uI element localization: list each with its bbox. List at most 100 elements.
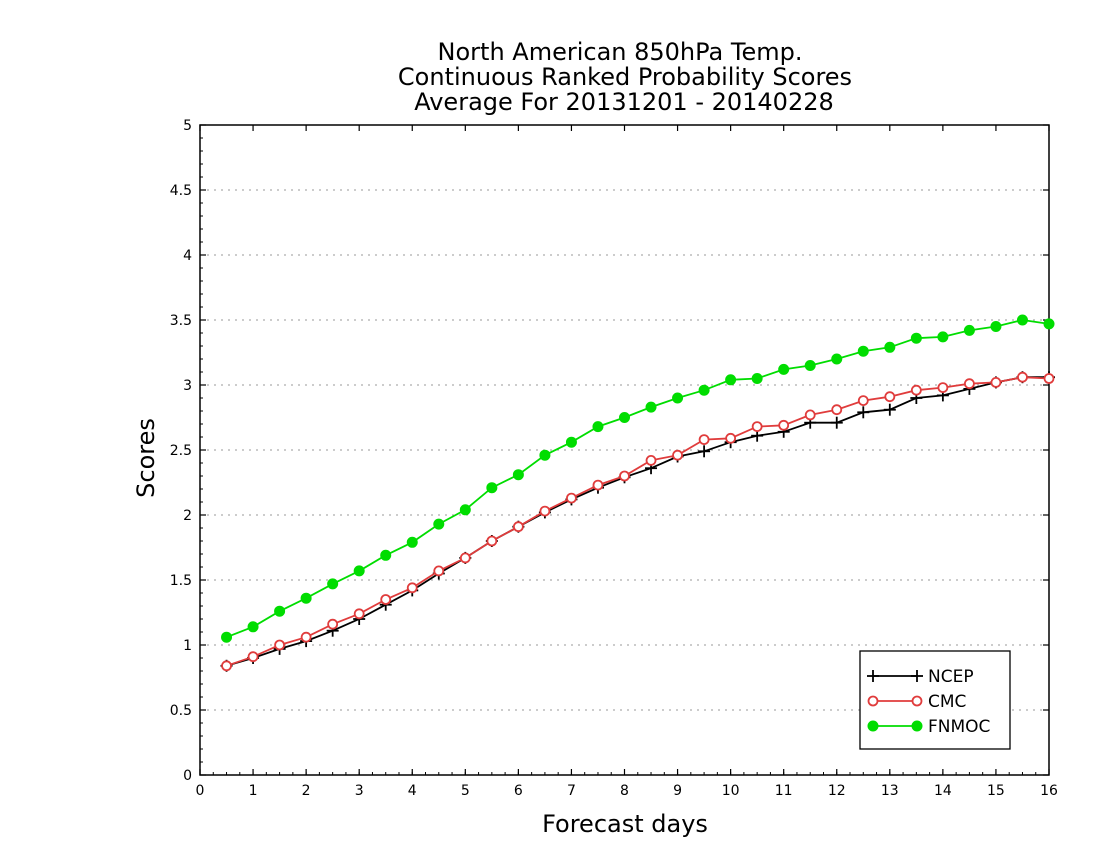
y-tick-label: 4	[183, 248, 192, 264]
x-tick-label: 4	[408, 783, 417, 799]
point-cmc	[433, 565, 445, 577]
x-tick-label: 16	[1040, 783, 1058, 799]
x-tick-label: 12	[828, 783, 846, 799]
legend-label-ncep: NCEP	[928, 667, 974, 687]
legend-marker-cmc	[911, 695, 923, 707]
point-cmc	[804, 409, 816, 421]
point-cmc	[512, 521, 524, 533]
series-line-fnmoc	[226, 319, 1050, 639]
point-fnmoc	[1043, 318, 1055, 330]
point-cmc	[725, 432, 737, 444]
x-tick-label: 3	[355, 783, 364, 799]
series-ncep	[220, 371, 1055, 672]
point-fnmoc	[486, 482, 498, 494]
legend-marker-ncep	[867, 670, 879, 682]
point-ncep	[857, 406, 870, 419]
point-fnmoc	[1016, 314, 1028, 326]
legend-label-cmc: CMC	[928, 692, 966, 712]
point-cmc	[645, 454, 657, 466]
point-cmc	[353, 608, 365, 620]
legend-marker-fnmoc	[911, 720, 923, 732]
y-tick-label: 4.5	[170, 183, 192, 199]
legend-box	[859, 650, 1011, 750]
point-fnmoc	[565, 436, 577, 448]
point-cmc	[672, 449, 683, 461]
point-cmc	[937, 382, 949, 394]
point-fnmoc	[433, 518, 445, 530]
gridlines	[200, 189, 1049, 711]
point-fnmoc	[725, 374, 737, 386]
point-fnmoc	[353, 565, 365, 577]
point-fnmoc	[221, 631, 233, 643]
y-tick-label: 5	[183, 118, 192, 134]
y-tick-label: 2	[183, 508, 192, 524]
point-cmc	[566, 492, 577, 504]
legend-item-cmc: CMC	[867, 692, 966, 712]
legend-label-fnmoc: FNMOC	[928, 717, 990, 737]
point-fnmoc	[619, 412, 630, 423]
x-tick-label: 13	[881, 783, 899, 799]
point-fnmoc	[300, 592, 312, 604]
point-cmc	[274, 639, 285, 651]
point-fnmoc	[512, 469, 524, 481]
x-tick-label: 2	[302, 783, 311, 799]
legend-marker-cmc	[867, 695, 879, 707]
x-tick-label: 5	[461, 783, 470, 799]
series-cmc	[221, 371, 1055, 672]
point-cmc	[380, 594, 392, 605]
point-fnmoc	[406, 536, 418, 548]
point-cmc	[247, 651, 259, 663]
point-fnmoc	[247, 621, 259, 633]
point-fnmoc	[963, 324, 975, 336]
point-fnmoc	[274, 605, 286, 617]
point-cmc	[221, 660, 232, 672]
point-cmc	[910, 384, 922, 396]
point-fnmoc	[990, 321, 1002, 332]
x-tick-label: 15	[987, 783, 1005, 799]
point-fnmoc	[645, 401, 657, 413]
point-cmc	[592, 479, 604, 491]
point-cmc	[486, 535, 498, 547]
legend-item-fnmoc: FNMOC	[867, 717, 990, 737]
point-cmc	[300, 631, 312, 643]
chart-title: North American 850hPa Temp. Continuous R…	[398, 38, 852, 116]
point-fnmoc	[831, 353, 843, 365]
legend-item-ncep: NCEP	[867, 667, 974, 687]
point-fnmoc	[751, 373, 763, 384]
point-fnmoc	[884, 341, 896, 353]
point-cmc	[884, 391, 896, 403]
point-ncep	[830, 416, 843, 429]
x-tick-label: 7	[567, 783, 576, 799]
point-cmc	[751, 421, 763, 433]
x-tick-label: 6	[514, 783, 523, 799]
x-tick-label: 9	[673, 783, 682, 799]
x-tick-label: 14	[934, 783, 952, 799]
x-tick-label: 0	[196, 783, 205, 799]
legend-marker-fnmoc	[867, 720, 879, 732]
series-layer	[220, 314, 1055, 672]
point-cmc	[327, 618, 339, 630]
legend-marker-ncep	[911, 670, 923, 682]
point-fnmoc	[778, 363, 790, 375]
point-cmc	[1043, 373, 1055, 384]
chart-title-line-3: Average For 20131201 - 20140228	[414, 88, 834, 116]
point-cmc	[778, 419, 790, 431]
point-fnmoc	[804, 360, 816, 371]
y-tick-label: 2.5	[170, 443, 192, 459]
point-fnmoc	[672, 392, 684, 404]
x-axis: 0 1 2 3 4 5 6 7 8 9 10 11 12 13 14 15 16	[196, 125, 1058, 799]
point-fnmoc	[380, 549, 392, 561]
y-tick-label: 3	[183, 378, 192, 394]
point-fnmoc	[698, 384, 710, 396]
y-tick-label: 1.5	[170, 573, 192, 589]
point-cmc	[698, 434, 710, 446]
point-fnmoc	[937, 331, 949, 343]
point-cmc	[539, 505, 551, 517]
point-cmc	[831, 404, 843, 416]
point-cmc	[406, 582, 418, 594]
point-cmc	[459, 552, 471, 564]
x-tick-label: 1	[249, 783, 258, 799]
chart-title-line-2: Continuous Ranked Probability Scores	[398, 63, 852, 91]
point-fnmoc	[327, 578, 339, 590]
